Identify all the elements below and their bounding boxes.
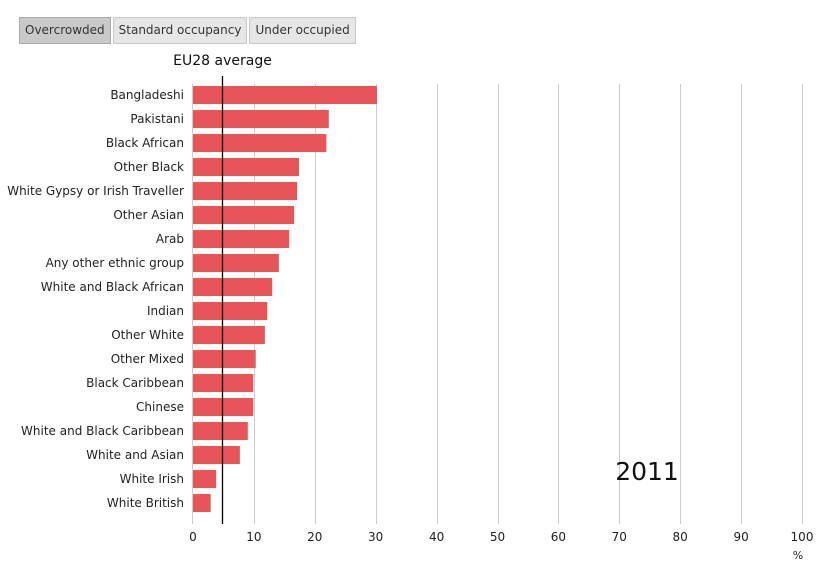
category-label: Pakistani bbox=[130, 112, 184, 126]
tab-standard-occupancy[interactable]: Standard occupancy bbox=[112, 17, 248, 44]
tab-overcrowded[interactable]: Overcrowded bbox=[19, 17, 111, 44]
bar bbox=[193, 86, 377, 104]
bar bbox=[193, 302, 268, 320]
x-tick-label: 80 bbox=[673, 530, 688, 544]
category-label: White British bbox=[107, 496, 184, 510]
x-axis-label: % bbox=[793, 549, 803, 562]
category-label: Other Asian bbox=[113, 208, 184, 222]
x-tick-label: 50 bbox=[490, 530, 505, 544]
x-tick-label: 20 bbox=[307, 530, 322, 544]
x-tick-label: 30 bbox=[368, 530, 383, 544]
category-label: White Gypsy or Irish Traveller bbox=[7, 184, 184, 198]
category-label: White and Asian bbox=[86, 448, 184, 462]
bar bbox=[193, 230, 290, 248]
bar bbox=[193, 446, 240, 464]
bar bbox=[193, 158, 299, 176]
x-tick-label: 70 bbox=[612, 530, 627, 544]
category-label: Black African bbox=[106, 136, 184, 150]
category-label: White Irish bbox=[120, 472, 184, 486]
bar bbox=[193, 350, 256, 368]
category-label: Other Black bbox=[114, 160, 184, 174]
bar bbox=[193, 326, 265, 344]
category-label: Chinese bbox=[136, 400, 184, 414]
category-label: Black Caribbean bbox=[86, 376, 184, 390]
category-tabs: Overcrowded Standard occupancy Under occup… bbox=[19, 17, 356, 44]
bar bbox=[193, 422, 248, 440]
category-label: Bangladeshi bbox=[110, 88, 184, 102]
year-label: 2011 bbox=[615, 457, 679, 486]
category-label: Indian bbox=[147, 304, 184, 318]
x-tick-label: 0 bbox=[189, 530, 197, 544]
bar bbox=[193, 134, 327, 152]
tab-under-occupied[interactable]: Under occupied bbox=[249, 17, 356, 44]
category-label: White and Black Caribbean bbox=[21, 424, 184, 438]
x-tick-label: 90 bbox=[733, 530, 748, 544]
category-label: Any other ethnic group bbox=[46, 256, 184, 270]
x-tick-label: 60 bbox=[551, 530, 566, 544]
category-label: White and Black African bbox=[41, 280, 184, 294]
eu28-average-label: EU28 average bbox=[173, 53, 272, 69]
bar bbox=[193, 494, 211, 512]
bar bbox=[193, 470, 217, 488]
bar bbox=[193, 182, 298, 200]
x-tick-label: 100 bbox=[791, 530, 814, 544]
x-tick-label: 10 bbox=[246, 530, 261, 544]
bar bbox=[193, 206, 295, 224]
bar bbox=[193, 254, 279, 272]
x-tick-label: 40 bbox=[429, 530, 444, 544]
category-label: Other White bbox=[111, 328, 184, 342]
category-label: Other Mixed bbox=[111, 352, 184, 366]
bar bbox=[193, 110, 329, 128]
bar bbox=[193, 278, 273, 296]
category-label: Arab bbox=[156, 232, 184, 246]
